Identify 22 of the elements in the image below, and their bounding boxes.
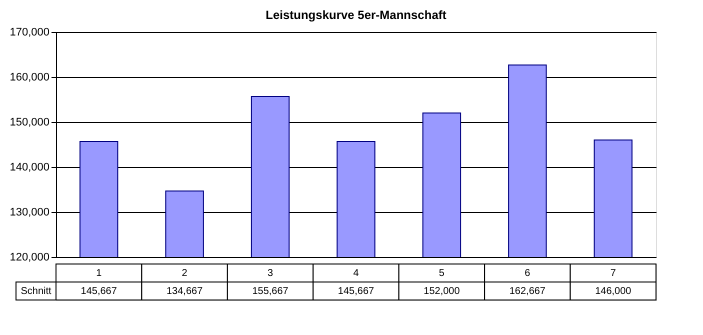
y-tick-label: 120,000 [10,252,50,264]
x-tick-label: 6 [524,268,531,279]
data-label: 145,667 [338,286,375,297]
data-label: 134,667 [166,286,204,297]
y-tick-label: 140,000 [10,162,50,174]
x-tick-label: 1 [96,268,102,279]
chart-title: Leistungskurve 5er-Mannschaft [266,8,446,22]
y-tick-label: 130,000 [10,206,50,218]
data-label: 162,667 [509,286,546,297]
x-tick-label: 5 [438,268,445,279]
y-tick-label: 160,000 [10,72,50,84]
x-tick-label: 4 [353,268,360,279]
text: Schnitt [20,286,52,297]
data-label: 145,667 [80,286,118,297]
y-tick-label: 170,000 [10,26,50,38]
data-label: 155,667 [252,286,289,297]
y-tick-label: 150,000 [10,116,50,128]
x-tick-label: 3 [268,268,274,279]
data-label: 146,000 [595,286,632,297]
data-label: 152,000 [424,286,460,297]
x-tick-label: 2 [182,268,188,279]
x-tick-label: 7 [610,268,616,279]
